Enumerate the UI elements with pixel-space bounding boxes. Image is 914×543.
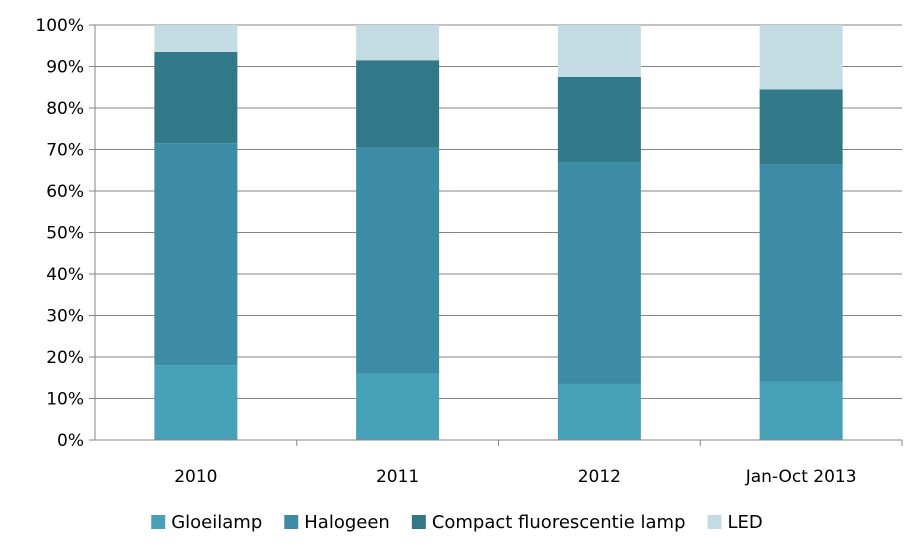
bar-segment <box>356 60 440 148</box>
bar-segment <box>154 51 238 144</box>
x-tick-label: Jan-Oct 2013 <box>745 467 857 487</box>
y-tick-label: 30% <box>46 307 84 327</box>
bar-segment <box>356 25 440 61</box>
bar-segment <box>759 164 843 382</box>
y-tick-label: 70% <box>46 141 84 161</box>
legend-swatch <box>284 515 299 529</box>
bar-segment <box>759 25 843 90</box>
bar-segment <box>356 373 440 440</box>
legend-swatch <box>411 515 426 529</box>
bar-segment <box>557 76 641 162</box>
bar-segment <box>356 147 440 374</box>
legend-label: Gloeilamp <box>171 512 262 533</box>
x-tick-label: 2010 <box>174 467 217 487</box>
bar-segment <box>154 365 238 440</box>
y-tick-label: 60% <box>46 182 84 202</box>
y-tick-label: 20% <box>46 348 84 368</box>
bars <box>154 25 843 440</box>
bar-segment <box>557 161 641 384</box>
x-tick-label: 2011 <box>376 467 419 487</box>
legend-label: Compact fluorescentie lamp <box>432 512 686 533</box>
bar-segment <box>154 143 238 366</box>
legend-label: Halogeen <box>304 512 390 533</box>
bar-segment <box>759 381 843 440</box>
legend-label: LED <box>728 512 763 533</box>
legend: Gloeilamp Halogeen Compact fluorescentie l… <box>151 512 763 533</box>
bar-segment <box>154 25 238 52</box>
y-tick-label: 10% <box>46 390 84 410</box>
y-tick-label: 50% <box>46 224 84 244</box>
legend-swatch <box>707 515 722 529</box>
y-tick-label: 80% <box>46 99 84 119</box>
y-tick-label: 40% <box>46 265 84 285</box>
axes: 0% 10% 20% 30% 40% 50% 60% 70% 80% 90% 100% 2010 201… <box>35 16 903 487</box>
x-tick-label: 2012 <box>578 467 621 487</box>
bar-segment <box>759 89 843 165</box>
legend-swatch <box>151 515 166 529</box>
bar-segment <box>557 383 641 440</box>
bar-segment <box>557 25 641 77</box>
y-tick-label: 100% <box>35 16 84 36</box>
y-tick-label: 0% <box>57 431 84 451</box>
y-tick-label: 90% <box>46 58 84 78</box>
